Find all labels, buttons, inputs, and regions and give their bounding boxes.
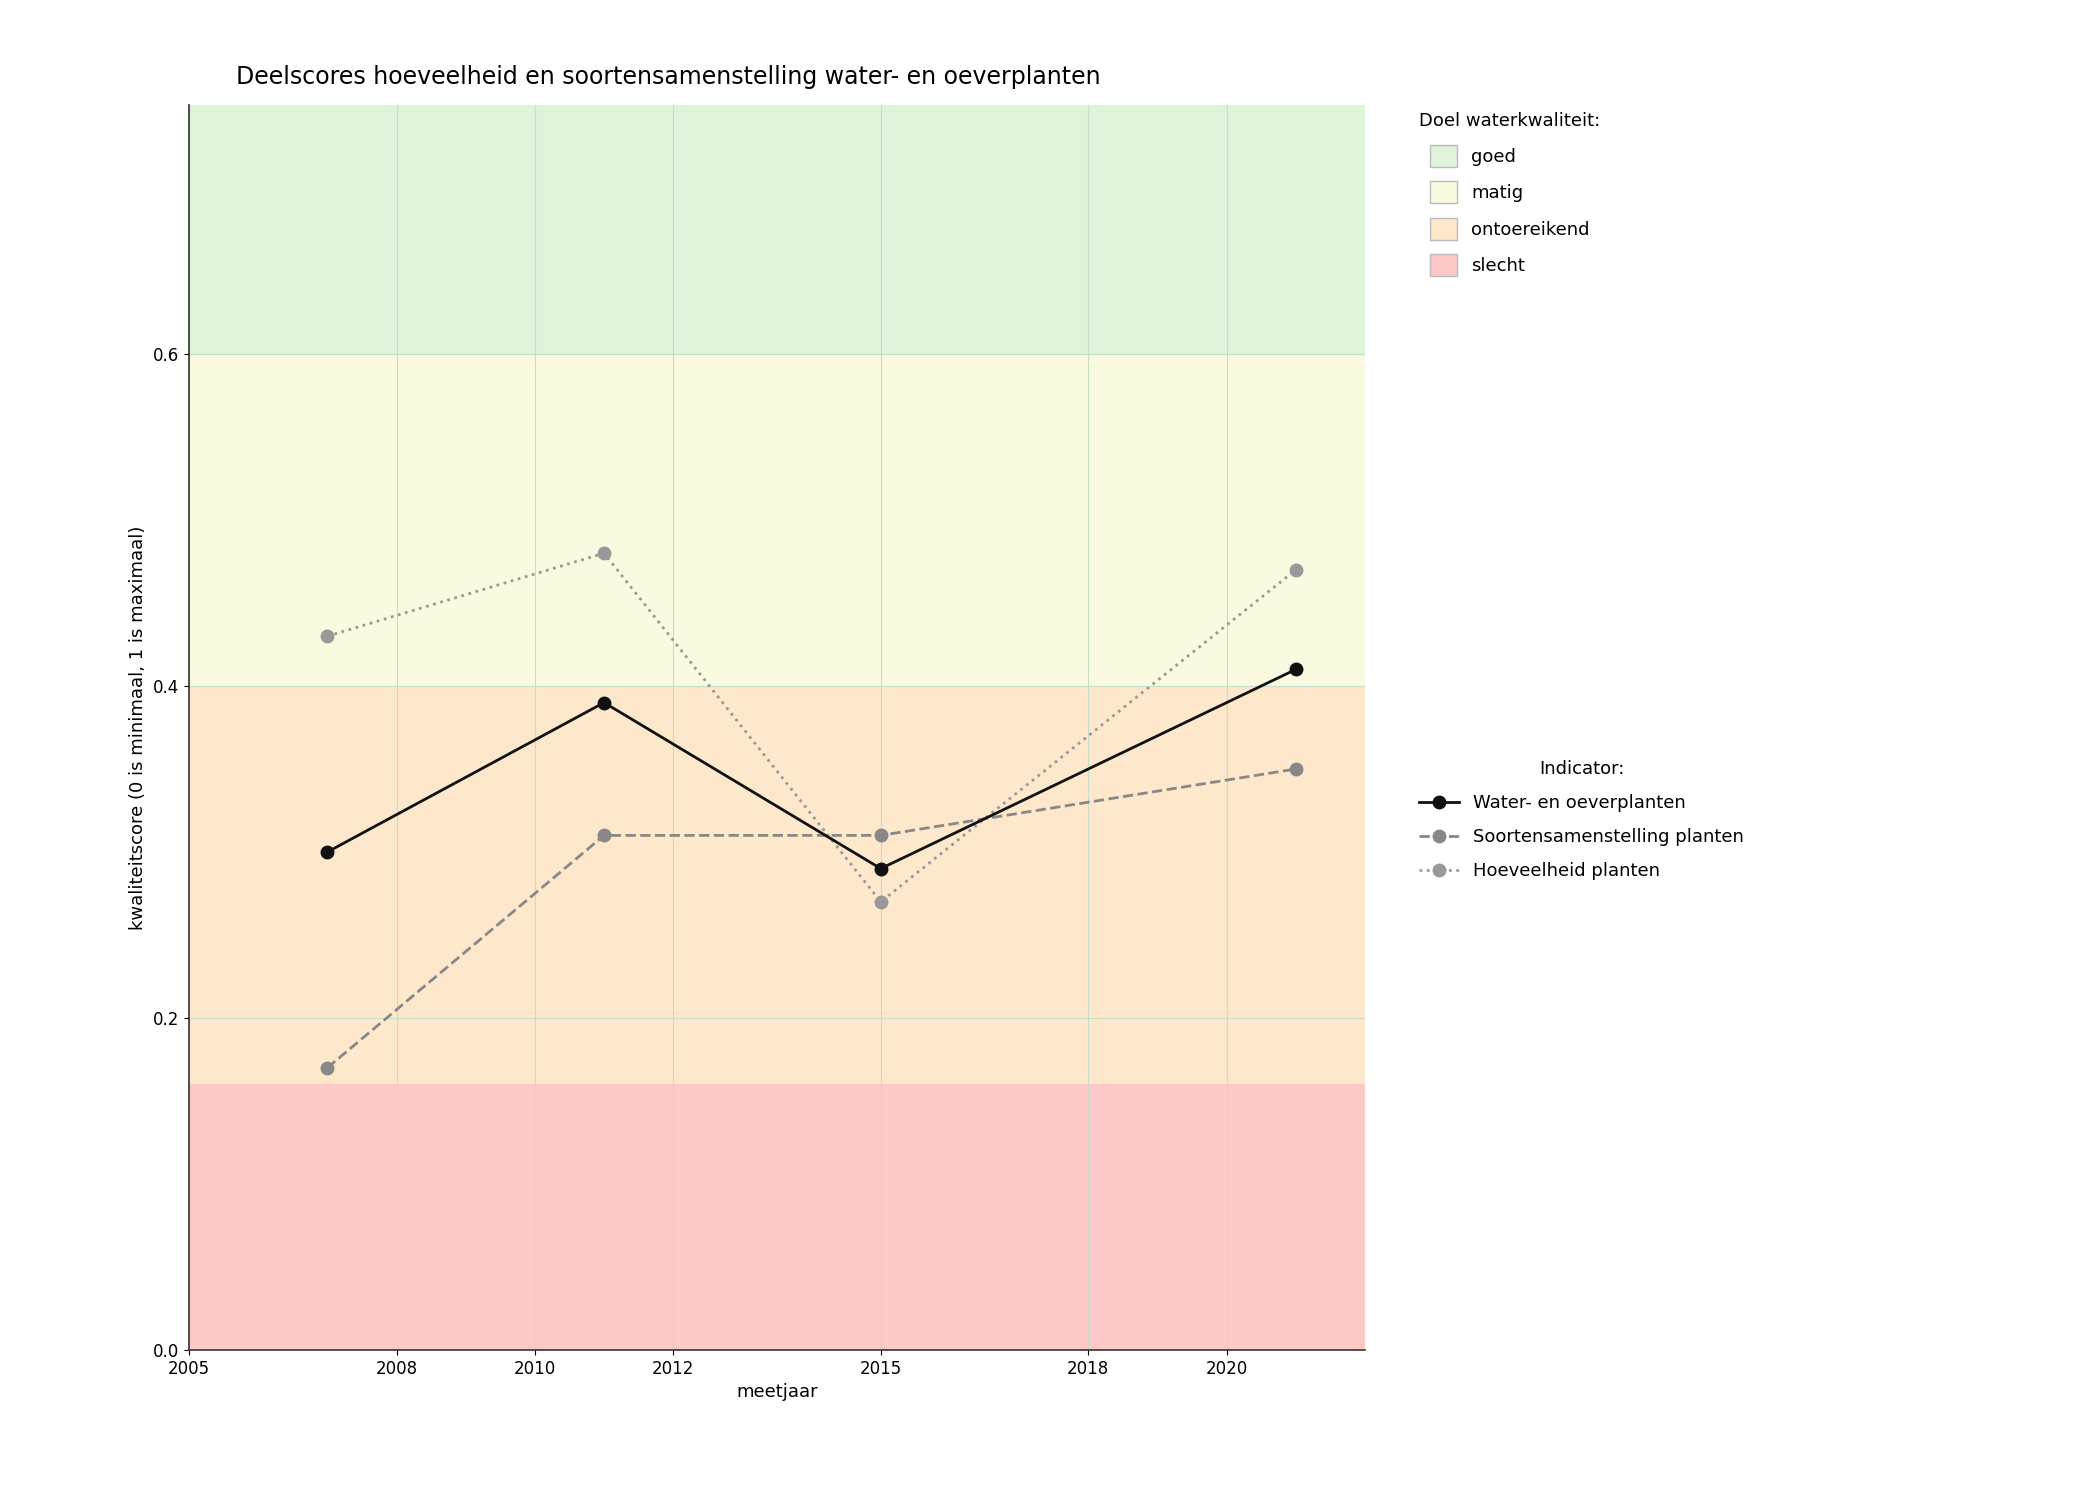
- Water- en oeverplanten: [1283, 660, 1308, 678]
- Water- en oeverplanten: [867, 859, 892, 877]
- Line: Soortensamenstelling planten: Soortensamenstelling planten: [321, 762, 1302, 1074]
- Line: Water- en oeverplanten: Water- en oeverplanten: [321, 663, 1302, 874]
- Line: Hoeveelheid planten: Hoeveelheid planten: [321, 548, 1302, 908]
- Hoeveelheid planten: [867, 892, 892, 910]
- Soortensamenstelling planten: [867, 827, 892, 844]
- Hoeveelheid planten: [592, 544, 617, 562]
- Y-axis label: kwaliteitscore (0 is minimaal, 1 is maximaal): kwaliteitscore (0 is minimaal, 1 is maxi…: [130, 525, 147, 930]
- Soortensamenstelling planten: [1283, 760, 1308, 778]
- Text: Deelscores hoeveelheid en soortensamenstelling water- en oeverplanten: Deelscores hoeveelheid en soortensamenst…: [235, 64, 1100, 88]
- Water- en oeverplanten: [592, 693, 617, 711]
- Bar: [189, 1084, 1365, 1350]
- Bar: [189, 354, 1365, 686]
- Hoeveelheid planten: [315, 627, 340, 645]
- X-axis label: meetjaar: meetjaar: [737, 1383, 817, 1401]
- Soortensamenstelling planten: [315, 1059, 340, 1077]
- Hoeveelheid planten: [1283, 561, 1308, 579]
- Water- en oeverplanten: [315, 843, 340, 861]
- Legend: Water- en oeverplanten, Soortensamenstelling planten, Hoeveelheid planten: Water- en oeverplanten, Soortensamenstel…: [1411, 753, 1751, 888]
- Bar: [189, 686, 1365, 1084]
- Bar: [189, 105, 1365, 354]
- Soortensamenstelling planten: [592, 827, 617, 844]
